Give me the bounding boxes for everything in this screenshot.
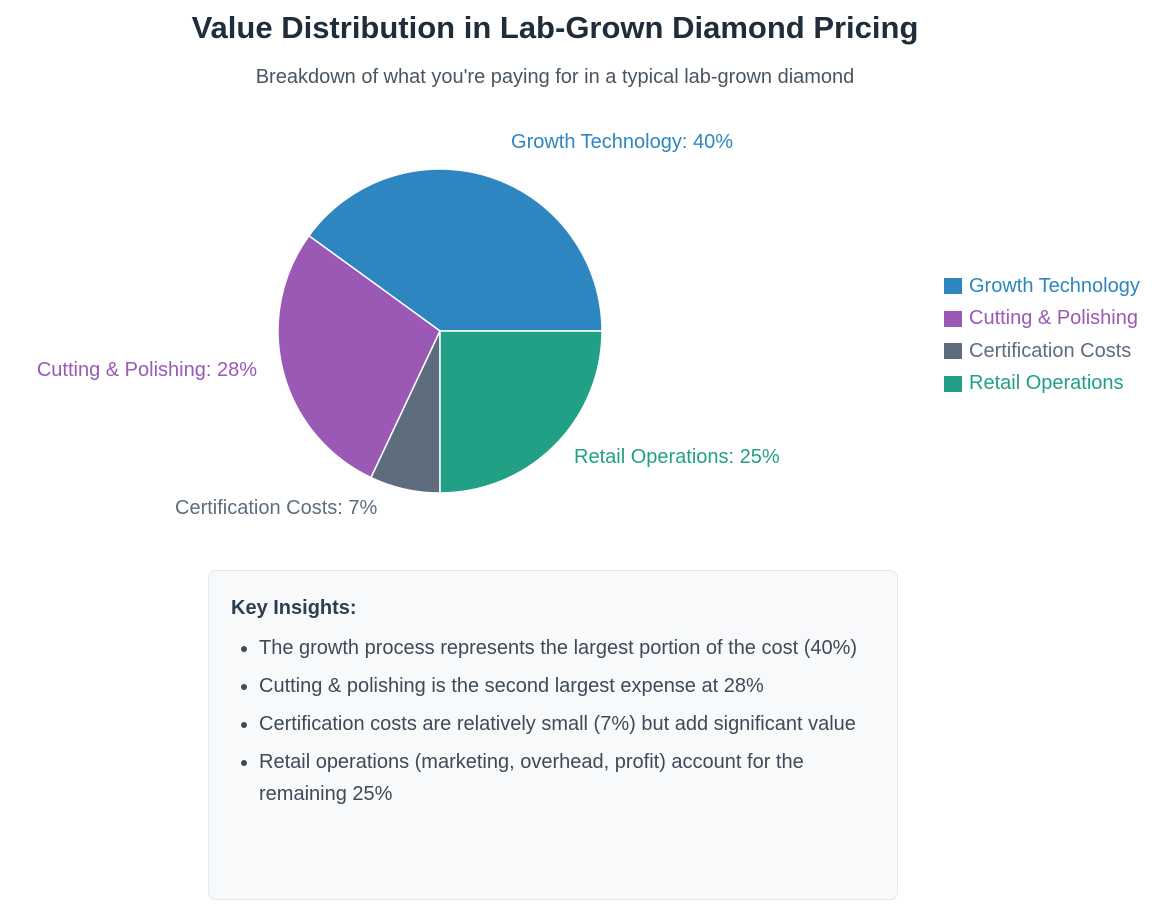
slice-label: Certification Costs: 7% (175, 497, 378, 519)
pie-slice-growth-technology[interactable] (307, 168, 603, 332)
chart-subtitle: Breakdown of what you're paying for in a… (255, 66, 855, 88)
pie-slice-cutting-polishing[interactable] (277, 234, 441, 479)
slice-label: Growth Technology: 40% (511, 131, 733, 153)
insights-list: The growth process represents the larges… (231, 632, 875, 810)
legend-swatch (944, 310, 962, 327)
slice-label: Cutting & Polishing: 28% (36, 359, 257, 381)
pie-slice-retail-operations[interactable] (439, 330, 603, 494)
slice-label: Retail Operations: 25% (574, 446, 780, 468)
legend-label: Growth Technology (969, 274, 1140, 297)
legend: Growth Technology Cutting & Polishing Ce… (944, 270, 1140, 400)
insight-item: Retail operations (marketing, overhead, … (259, 746, 875, 810)
legend-item-certification-costs[interactable]: Certification Costs (944, 335, 1140, 368)
key-insights-box: Key Insights: The growth process represe… (208, 570, 898, 900)
legend-label: Certification Costs (969, 339, 1132, 362)
legend-item-growth-technology[interactable]: Growth Technology (944, 270, 1140, 303)
legend-item-cutting-polishing[interactable]: Cutting & Polishing (944, 303, 1140, 336)
legend-label: Cutting & Polishing (969, 307, 1138, 330)
legend-item-retail-operations[interactable]: Retail Operations (944, 368, 1140, 401)
legend-swatch (944, 375, 962, 392)
insight-item: Cutting & polishing is the second larges… (259, 670, 875, 702)
insight-item: Certification costs are relatively small… (259, 708, 875, 740)
insight-item: The growth process represents the larges… (259, 632, 875, 664)
legend-swatch (944, 343, 962, 360)
legend-label: Retail Operations (969, 372, 1124, 395)
legend-swatch (944, 278, 962, 295)
insights-heading: Key Insights: (231, 597, 357, 619)
pie-chart (277, 168, 603, 494)
chart-title: Value Distribution in Lab-Grown Diamond … (191, 10, 919, 45)
